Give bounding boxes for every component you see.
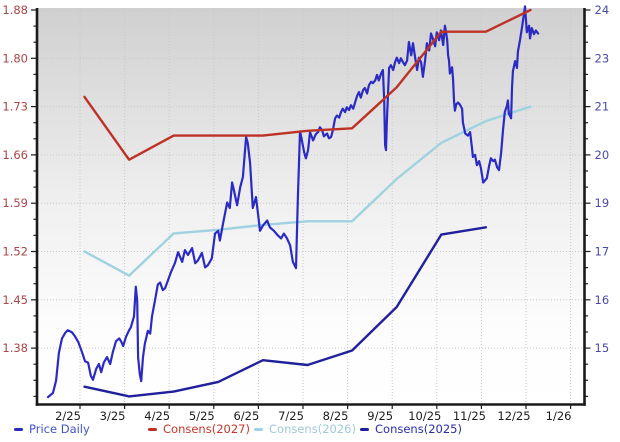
x-tick-label: 5/25 <box>189 409 215 423</box>
left-axis-labels: 1.88 1.80 1.73 1.66 1.59 1.52 1.45 1.38 <box>2 3 28 355</box>
x-tick-label: 12/25 <box>497 409 530 423</box>
gridlines <box>38 8 584 405</box>
x-tick-label: 9/25 <box>367 409 393 423</box>
x-tick-label: 2/25 <box>55 409 81 423</box>
plot-background <box>38 8 584 405</box>
x-tick-label: 11/25 <box>453 409 486 423</box>
legend-label: Consens(2025) <box>375 422 462 436</box>
right-axis-labels: 24 23 21 20 19 17 16 15 <box>595 3 610 355</box>
right-tick-label: 17 <box>595 245 610 259</box>
chart-legend: Price Daily Consens(2027) Consens(2026) Con… <box>0 421 620 439</box>
right-tick-label: 19 <box>595 196 610 210</box>
right-tick-label: 20 <box>595 148 610 162</box>
left-tick-label: 1.80 <box>2 51 28 65</box>
left-tick-label: 1.88 <box>2 3 28 17</box>
left-tick-label: 1.45 <box>2 293 28 307</box>
legend-item-consens-2025: Consens(2025) <box>360 421 462 437</box>
right-tick-label: 24 <box>595 3 610 17</box>
x-tick-label: 1/26 <box>546 409 572 423</box>
series-consens-2027 <box>83 8 532 161</box>
series-consens-2026 <box>83 105 532 277</box>
right-tick-label: 15 <box>595 341 610 355</box>
right-tick-label: 23 <box>595 51 610 65</box>
x-tick-label: 8/25 <box>323 409 349 423</box>
x-tick-label: 7/25 <box>278 409 304 423</box>
legend-label: Price Daily <box>29 422 90 436</box>
x-tick-label: 3/25 <box>100 409 126 423</box>
legend-dash-icon <box>14 427 23 431</box>
legend-label: Consens(2027) <box>163 422 250 436</box>
x-tick-label: 10/25 <box>408 409 441 423</box>
left-tick-label: 1.66 <box>2 148 28 162</box>
right-tick-label: 21 <box>595 100 610 114</box>
legend-item-consens-2026: Consens(2026) <box>254 421 356 437</box>
series-price-daily <box>46 5 540 399</box>
axis-ticks <box>31 9 591 409</box>
left-tick-label: 1.73 <box>2 100 28 114</box>
x-tick-label: 6/25 <box>233 409 259 423</box>
left-tick-label: 1.59 <box>2 196 28 210</box>
left-tick-label: 1.38 <box>2 341 28 355</box>
right-tick-label: 16 <box>595 293 610 307</box>
legend-item-consens-2027: Consens(2027) <box>148 421 250 437</box>
legend-dash-icon <box>360 427 369 431</box>
legend-dash-icon <box>254 427 263 431</box>
legend-item-price-daily: Price Daily <box>14 421 90 437</box>
left-tick-label: 1.52 <box>2 245 28 259</box>
x-axis-labels: 2/25 3/25 4/25 5/25 6/25 7/25 8/25 9/25 10/25 11/… <box>55 409 571 423</box>
x-tick-label: 4/25 <box>144 409 170 423</box>
legend-dash-icon <box>148 427 157 431</box>
legend-label: Consens(2026) <box>269 422 356 436</box>
series-consens-2025 <box>83 226 488 398</box>
